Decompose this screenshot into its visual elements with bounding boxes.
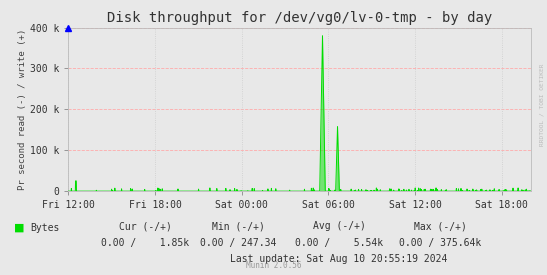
- Text: 0.00 / 375.64k: 0.00 / 375.64k: [399, 238, 481, 248]
- Y-axis label: Pr second read (-) / write (+): Pr second read (-) / write (+): [18, 29, 27, 190]
- Text: Last update: Sat Aug 10 20:55:19 2024: Last update: Sat Aug 10 20:55:19 2024: [230, 254, 448, 264]
- Text: 0.00 /    1.85k: 0.00 / 1.85k: [101, 238, 189, 248]
- Text: Avg (-/+): Avg (-/+): [313, 221, 365, 231]
- Text: Cur (-/+): Cur (-/+): [119, 221, 171, 231]
- Text: 0.00 / 247.34: 0.00 / 247.34: [200, 238, 276, 248]
- Text: ■: ■: [14, 223, 24, 233]
- Text: Bytes: Bytes: [30, 223, 60, 233]
- Text: Munin 2.0.56: Munin 2.0.56: [246, 261, 301, 270]
- Text: 0.00 /    5.54k: 0.00 / 5.54k: [295, 238, 383, 248]
- Text: RRDTOOL / TOBI OETIKER: RRDTOOL / TOBI OETIKER: [539, 63, 544, 146]
- Text: Max (-/+): Max (-/+): [414, 221, 467, 231]
- Title: Disk throughput for /dev/vg0/lv-0-tmp - by day: Disk throughput for /dev/vg0/lv-0-tmp - …: [107, 11, 492, 25]
- Text: Min (-/+): Min (-/+): [212, 221, 264, 231]
